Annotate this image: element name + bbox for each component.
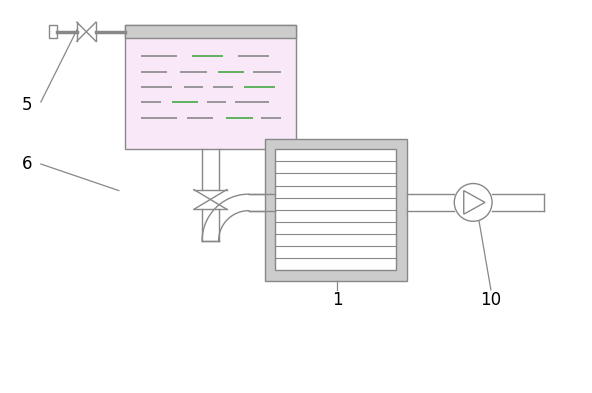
Circle shape <box>454 184 492 221</box>
Polygon shape <box>464 191 485 214</box>
Text: 5: 5 <box>22 96 33 114</box>
Text: 10: 10 <box>480 291 501 309</box>
Text: 1: 1 <box>332 291 343 309</box>
Bar <box>125 25 296 149</box>
Bar <box>125 25 296 38</box>
Bar <box>49 25 57 38</box>
Text: 6: 6 <box>22 155 33 173</box>
Bar <box>265 139 407 281</box>
Bar <box>275 149 397 270</box>
